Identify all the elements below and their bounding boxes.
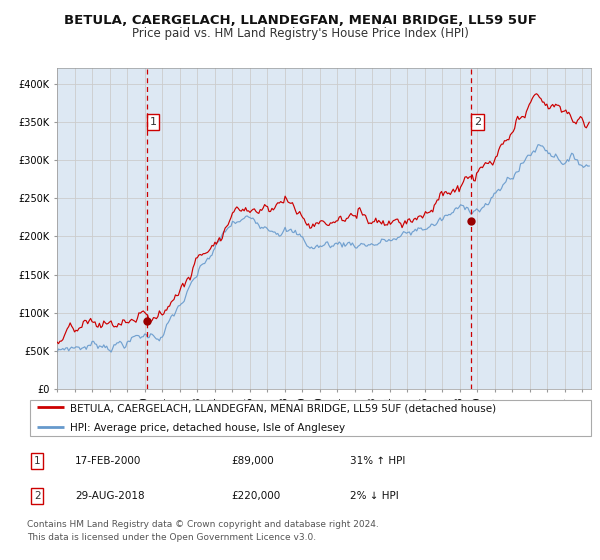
Text: £89,000: £89,000 <box>231 456 274 465</box>
Text: 31% ↑ HPI: 31% ↑ HPI <box>350 456 406 465</box>
Text: 29-AUG-2018: 29-AUG-2018 <box>75 491 145 501</box>
Text: £220,000: £220,000 <box>231 491 280 501</box>
Text: 2: 2 <box>474 117 481 127</box>
Text: This data is licensed under the Open Government Licence v3.0.: This data is licensed under the Open Gov… <box>27 533 316 542</box>
FancyBboxPatch shape <box>30 400 591 436</box>
Text: BETULA, CAERGELACH, LLANDEGFAN, MENAI BRIDGE, LL59 5UF (detached house): BETULA, CAERGELACH, LLANDEGFAN, MENAI BR… <box>70 403 496 413</box>
Text: Price paid vs. HM Land Registry's House Price Index (HPI): Price paid vs. HM Land Registry's House … <box>131 27 469 40</box>
Text: 17-FEB-2000: 17-FEB-2000 <box>75 456 142 465</box>
Text: 1: 1 <box>34 456 41 465</box>
Text: 2: 2 <box>34 491 41 501</box>
Text: 2% ↓ HPI: 2% ↓ HPI <box>350 491 399 501</box>
Text: BETULA, CAERGELACH, LLANDEGFAN, MENAI BRIDGE, LL59 5UF: BETULA, CAERGELACH, LLANDEGFAN, MENAI BR… <box>64 14 536 27</box>
Text: Contains HM Land Registry data © Crown copyright and database right 2024.: Contains HM Land Registry data © Crown c… <box>27 520 379 529</box>
Text: 1: 1 <box>149 117 157 127</box>
Text: HPI: Average price, detached house, Isle of Anglesey: HPI: Average price, detached house, Isle… <box>70 423 344 433</box>
